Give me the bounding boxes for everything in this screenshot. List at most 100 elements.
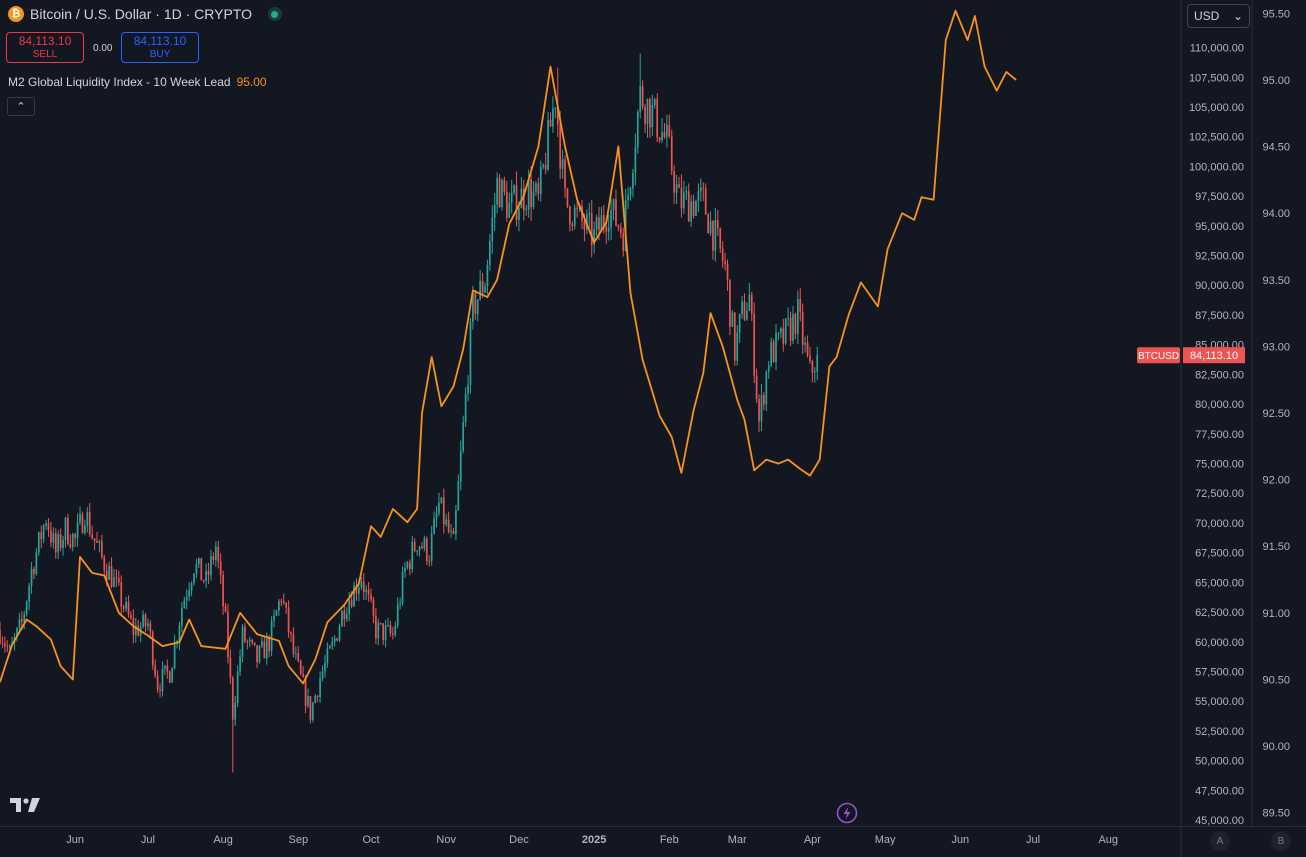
btc-candle [154, 665, 157, 676]
btc-candle [125, 602, 127, 609]
btc-candle [164, 665, 166, 669]
btc-candle [185, 596, 188, 601]
btc-candle [530, 179, 532, 208]
btc-candle [457, 481, 460, 511]
btc-candle [510, 192, 513, 203]
btc-candle [64, 517, 67, 540]
btc-candle [127, 602, 130, 615]
time-tick-label: Jul [1026, 834, 1040, 846]
btc-candle [782, 328, 785, 344]
btc-candle [767, 365, 770, 372]
scale-b-button[interactable]: B [1271, 831, 1291, 851]
btc-candle [362, 581, 365, 592]
btc-candle [423, 538, 426, 549]
btc-candle [214, 546, 217, 560]
collapse-legend-button[interactable]: ⌃ [7, 97, 35, 116]
btc-candle [147, 623, 149, 627]
btc-candle [707, 214, 709, 234]
btc-candle [122, 606, 125, 609]
sell-price: 84,113.10 [18, 33, 72, 48]
indicator-legend[interactable]: M2 Global Liquidity Index - 10 Week Lead… [8, 75, 267, 89]
btc-candle [295, 653, 297, 655]
btc-candle [304, 677, 307, 706]
btc-candle [42, 525, 45, 540]
btc-candle [326, 648, 329, 663]
btc-candle [173, 642, 176, 668]
time-tick-label: Dec [509, 834, 529, 846]
currency-select[interactable]: USD ⌄ [1187, 4, 1250, 28]
btc-candle [513, 185, 515, 193]
btc-candle [404, 567, 406, 572]
btc-candle [84, 525, 86, 533]
spread-value: 0.00 [93, 43, 113, 54]
btc-candle [282, 600, 285, 603]
btc-candle [253, 642, 256, 646]
btc-candle [593, 229, 595, 245]
btc-candle [418, 546, 421, 551]
btc-candle [338, 626, 341, 641]
btc-candle [447, 519, 450, 532]
btc-candle [307, 696, 309, 706]
btc-candle [459, 451, 462, 482]
btc-candle [428, 560, 431, 562]
btc-candle [712, 220, 714, 251]
indicator-value: 95.00 [236, 75, 267, 89]
btc-candle [156, 675, 159, 690]
btc-candle [219, 561, 222, 575]
price-tick-label: 105,000.00 [1189, 102, 1244, 114]
btc-candle [321, 671, 324, 679]
price-tick-label: 55,000.00 [1195, 696, 1244, 708]
scale-auto-button[interactable]: A [1210, 831, 1230, 851]
btc-candle [435, 513, 438, 519]
currency-value: USD [1194, 9, 1220, 23]
btc-candle [302, 673, 304, 678]
btc-candle [23, 613, 26, 622]
btc-candle [472, 292, 474, 322]
btc-candle [425, 538, 428, 561]
btc-candle [617, 225, 620, 228]
price-tick-label: 87,500.00 [1195, 310, 1244, 322]
btc-candle [117, 578, 120, 583]
btc-candle [316, 695, 319, 698]
buy-button[interactable]: 84,113.10 BUY [121, 32, 199, 63]
btc-candle [67, 517, 69, 545]
btc-candle [343, 610, 346, 620]
btc-candle [33, 568, 35, 574]
btc-candle [697, 191, 700, 201]
btc-candle [239, 656, 241, 672]
m2-tick-label: 95.00 [1262, 75, 1290, 87]
btc-candle [263, 641, 266, 659]
btc-candle [794, 314, 797, 334]
chevron-down-icon: ⌄ [1232, 9, 1243, 23]
btc-candle [86, 511, 89, 526]
btc-candle [202, 580, 205, 582]
btc-candle [489, 241, 491, 266]
btc-candle [280, 600, 283, 602]
btc-candle [273, 615, 275, 621]
btc-candle [0, 629, 1, 643]
btc-candle [244, 626, 246, 642]
btc-candle [627, 195, 629, 201]
btc-candle [484, 286, 486, 293]
btc-candle [658, 137, 661, 141]
symbol-title[interactable]: Bitcoin / U.S. Dollar · 1D · CRYPTO [30, 6, 252, 22]
time-tick-label: Nov [436, 834, 456, 846]
btc-candle [360, 581, 363, 588]
time-tick-label: Feb [660, 834, 679, 846]
symbol-header[interactable]: ₿ Bitcoin / U.S. Dollar · 1D · CRYPTO [8, 6, 282, 22]
btc-candle [542, 164, 545, 167]
m2-tick-label: 91.00 [1262, 608, 1290, 620]
sell-button[interactable]: 84,113.10 SELL [6, 32, 84, 63]
btc-candle [438, 502, 440, 514]
btc-candle [91, 534, 94, 539]
btc-candle [389, 624, 392, 634]
btc-candle [508, 202, 511, 218]
lightning-icon[interactable] [836, 802, 858, 824]
time-tick-label: Oct [362, 834, 379, 846]
btc-candle [537, 183, 540, 195]
btc-candle [401, 571, 404, 604]
btc-candle [35, 552, 38, 574]
tradingview-logo-icon[interactable] [10, 796, 42, 814]
btc-candle [452, 530, 455, 534]
